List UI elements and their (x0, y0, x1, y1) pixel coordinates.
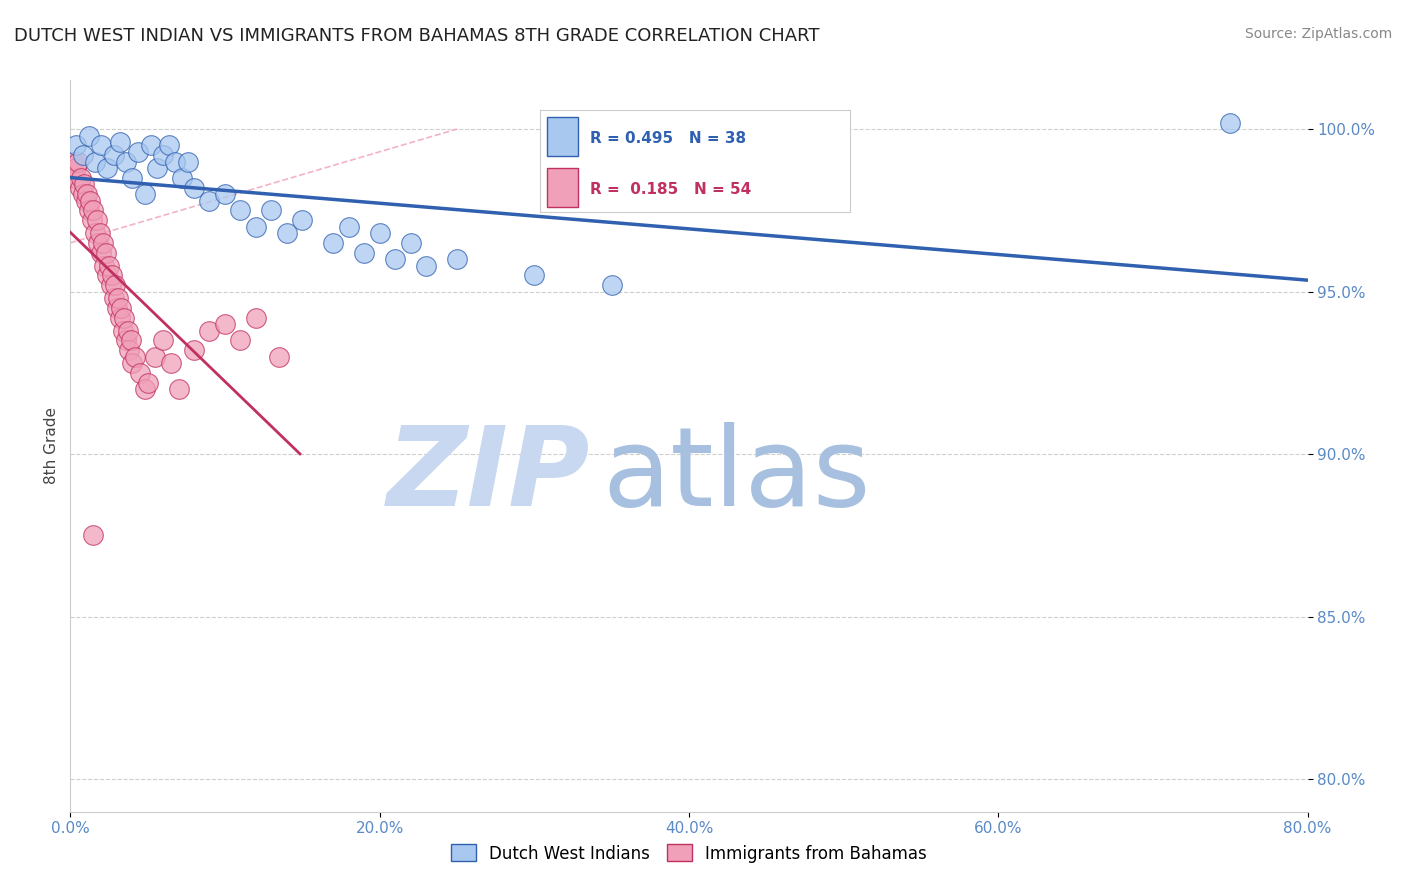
Point (91, 235, 114, 250)
Point (98, 259, 120, 273)
Point (103, 291, 125, 305)
Point (79, 194, 101, 208)
Point (167, 382, 190, 396)
Point (384, 252, 406, 266)
Point (198, 324, 221, 338)
Point (86, 213, 108, 227)
Point (337, 219, 360, 234)
Point (260, 203, 283, 218)
Text: Source: ZipAtlas.com: Source: ZipAtlas.com (1244, 27, 1392, 41)
Point (322, 235, 344, 250)
Point (229, 203, 252, 218)
Point (69, 180, 91, 194)
Point (77, 128, 100, 143)
Point (82, 203, 105, 218)
Point (104, 278, 127, 293)
Point (160, 356, 183, 370)
Point (73, 178, 96, 192)
Point (101, 268, 124, 283)
Point (105, 301, 128, 315)
Point (70, 170, 93, 185)
Point (124, 350, 146, 364)
Point (114, 310, 135, 325)
Point (80, 213, 103, 227)
Point (134, 187, 156, 202)
Point (146, 161, 169, 175)
Point (353, 245, 375, 260)
Point (170, 170, 193, 185)
Point (90, 245, 112, 260)
Point (84, 154, 107, 169)
Point (121, 356, 143, 370)
Point (523, 268, 546, 283)
Point (94, 245, 117, 260)
Point (82, 528, 105, 542)
Point (90, 138, 112, 153)
Point (108, 310, 131, 325)
Point (65, 161, 87, 175)
Point (76, 187, 98, 202)
Point (93, 259, 115, 273)
Point (62, 154, 84, 169)
Point (1219, 115, 1241, 129)
Point (134, 382, 156, 396)
Point (152, 148, 174, 162)
Point (96, 161, 118, 175)
Point (136, 376, 159, 390)
Point (65, 138, 87, 153)
Point (63, 170, 86, 185)
Point (87, 235, 110, 250)
Point (72, 148, 94, 162)
Point (245, 310, 267, 325)
Point (214, 187, 236, 202)
Point (183, 343, 205, 357)
Point (198, 194, 221, 208)
Point (89, 226, 111, 240)
Legend: Dutch West Indians, Immigrants from Bahamas: Dutch West Indians, Immigrants from Baha… (444, 838, 934, 869)
Point (229, 334, 252, 348)
Point (276, 226, 298, 240)
Point (152, 334, 174, 348)
Point (75, 194, 97, 208)
Point (115, 154, 138, 169)
Point (117, 324, 139, 338)
Point (108, 135, 131, 149)
Point (415, 259, 437, 273)
Point (107, 291, 129, 305)
Point (118, 343, 141, 357)
Point (127, 145, 149, 159)
Point (121, 170, 143, 185)
Point (96, 268, 118, 283)
Point (165, 154, 187, 169)
Point (103, 148, 125, 162)
Point (129, 366, 152, 380)
Point (77, 203, 100, 218)
Point (111, 324, 134, 338)
Y-axis label: 8th Grade: 8th Grade (44, 408, 59, 484)
Point (67, 154, 90, 169)
Point (84, 226, 107, 240)
Point (446, 252, 468, 266)
Point (291, 213, 314, 227)
Point (120, 334, 142, 348)
Point (157, 138, 180, 153)
Point (600, 278, 623, 293)
Point (139, 138, 162, 153)
Point (100, 278, 122, 293)
Point (183, 180, 205, 194)
Point (368, 226, 391, 240)
Point (72, 187, 94, 202)
Text: ZIP: ZIP (387, 422, 591, 529)
Point (245, 219, 267, 234)
Point (110, 301, 132, 315)
Point (267, 350, 291, 364)
Point (399, 235, 422, 250)
Point (177, 154, 200, 169)
Text: atlas: atlas (602, 422, 870, 529)
Text: DUTCH WEST INDIAN VS IMMIGRANTS FROM BAHAMAS 8TH GRADE CORRELATION CHART: DUTCH WEST INDIAN VS IMMIGRANTS FROM BAH… (14, 27, 820, 45)
Point (214, 317, 236, 331)
Point (145, 350, 166, 364)
Point (115, 334, 138, 348)
